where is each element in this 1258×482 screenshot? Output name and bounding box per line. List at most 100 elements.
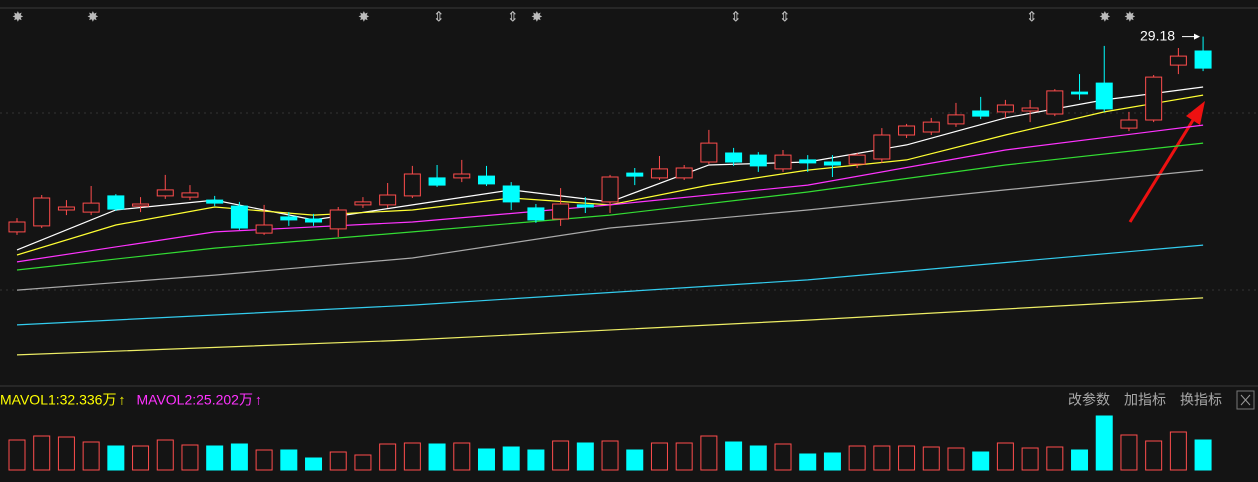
volume-arrow: ↑	[118, 392, 125, 408]
candle-body	[379, 194, 397, 206]
volume-bar	[848, 445, 866, 471]
volume-bar	[305, 457, 323, 471]
candle-body	[552, 203, 570, 220]
red-arrow	[1128, 101, 1205, 223]
candle-body	[255, 224, 273, 234]
volume-bar	[255, 449, 273, 471]
candle-body	[873, 134, 891, 160]
arrow-head	[1186, 101, 1205, 125]
volume-bar	[1046, 446, 1064, 471]
volume-bar	[477, 448, 495, 471]
candle-body	[403, 173, 421, 197]
volume-bar	[972, 451, 990, 471]
close-x[interactable]	[1240, 394, 1251, 406]
candle-body	[8, 221, 26, 233]
volume-bar	[626, 449, 644, 471]
toolbar-button[interactable]: 换指标	[1180, 392, 1222, 408]
volume-bar	[725, 441, 743, 471]
candle-body	[749, 154, 767, 167]
close-box[interactable]	[1236, 390, 1255, 410]
candle-body	[156, 189, 174, 197]
volume-bar	[898, 445, 916, 471]
volume-bar	[502, 446, 520, 471]
volume-bar	[156, 439, 174, 471]
candle-body	[132, 203, 150, 207]
candle-body	[601, 176, 619, 203]
candle-body	[1169, 55, 1187, 66]
candle-body	[280, 216, 298, 221]
marker: ✸	[358, 9, 370, 25]
candle-body	[1071, 91, 1089, 95]
volume-bar	[675, 442, 693, 471]
volume-label: MAVOL1:32.336万	[0, 392, 116, 408]
candle-body	[477, 175, 495, 185]
volume-bar	[799, 453, 817, 471]
arrow-shaft	[1128, 111, 1200, 223]
volume-bar	[700, 435, 718, 471]
candle-body	[230, 205, 248, 229]
toolbar-button[interactable]: 改参数	[1068, 392, 1110, 408]
candle-body	[33, 197, 51, 227]
marker: ✸	[531, 9, 543, 25]
candle-body	[1021, 107, 1039, 112]
candle-body	[354, 201, 372, 206]
candle-body	[453, 173, 471, 179]
volume-bar	[428, 443, 446, 471]
candle-body	[922, 121, 940, 133]
candle-body	[82, 202, 100, 213]
candle-body	[329, 209, 347, 230]
candle-body	[972, 110, 990, 117]
volume-bar	[33, 435, 51, 471]
volume-bar	[873, 445, 891, 471]
candle-body	[428, 177, 446, 186]
volume-bar	[749, 445, 767, 471]
volume-bar	[996, 442, 1014, 471]
ma-line	[16, 142, 1204, 271]
ma-line	[16, 297, 1204, 356]
ma-line	[16, 169, 1204, 291]
volume-bar	[576, 442, 594, 471]
event-markers: ✸ ✸ ✸ ⇕ ⇕ ✸ ⇕ ⇕ ⇕ ✸ ✸	[12, 9, 1136, 25]
candle-body	[527, 207, 545, 221]
marker: ✸	[1124, 9, 1136, 25]
candle-body	[181, 192, 199, 198]
candle-body	[1046, 90, 1064, 115]
candle-body	[1145, 76, 1163, 121]
volume-bar	[1120, 434, 1138, 471]
candle-body	[996, 104, 1014, 113]
candle-body	[1194, 50, 1212, 69]
marker: ⇕	[507, 9, 519, 25]
volume-bar	[132, 445, 150, 471]
close-button[interactable]	[1236, 390, 1255, 410]
candle-body	[206, 199, 224, 204]
candle-body	[502, 185, 520, 203]
volume-bar	[8, 439, 26, 471]
candle-body	[576, 204, 594, 208]
candle-body	[898, 125, 916, 136]
volume-bar	[823, 452, 841, 471]
candle-body	[823, 161, 841, 166]
candle-body	[305, 218, 323, 223]
candle-body	[1120, 119, 1138, 129]
high-label: 29.18	[1140, 27, 1175, 43]
volume-bar	[947, 447, 965, 471]
volume-bar	[329, 451, 347, 471]
volume-bar	[774, 443, 792, 471]
volume-bar	[1095, 415, 1113, 471]
marker: ⇕	[779, 9, 791, 25]
volume-bar	[552, 440, 570, 471]
volume-bar	[82, 441, 100, 471]
candle-body	[107, 195, 125, 210]
volume-bar	[453, 442, 471, 471]
ma-line	[16, 244, 1204, 326]
toolbar-button[interactable]: 加指标	[1124, 392, 1166, 408]
volume-arrow: ↑	[255, 392, 262, 408]
volume-bar	[107, 445, 125, 471]
volume-bar	[1071, 449, 1089, 471]
volume-bar	[57, 436, 75, 471]
candle-body	[947, 114, 965, 125]
volume-bar	[379, 443, 397, 471]
